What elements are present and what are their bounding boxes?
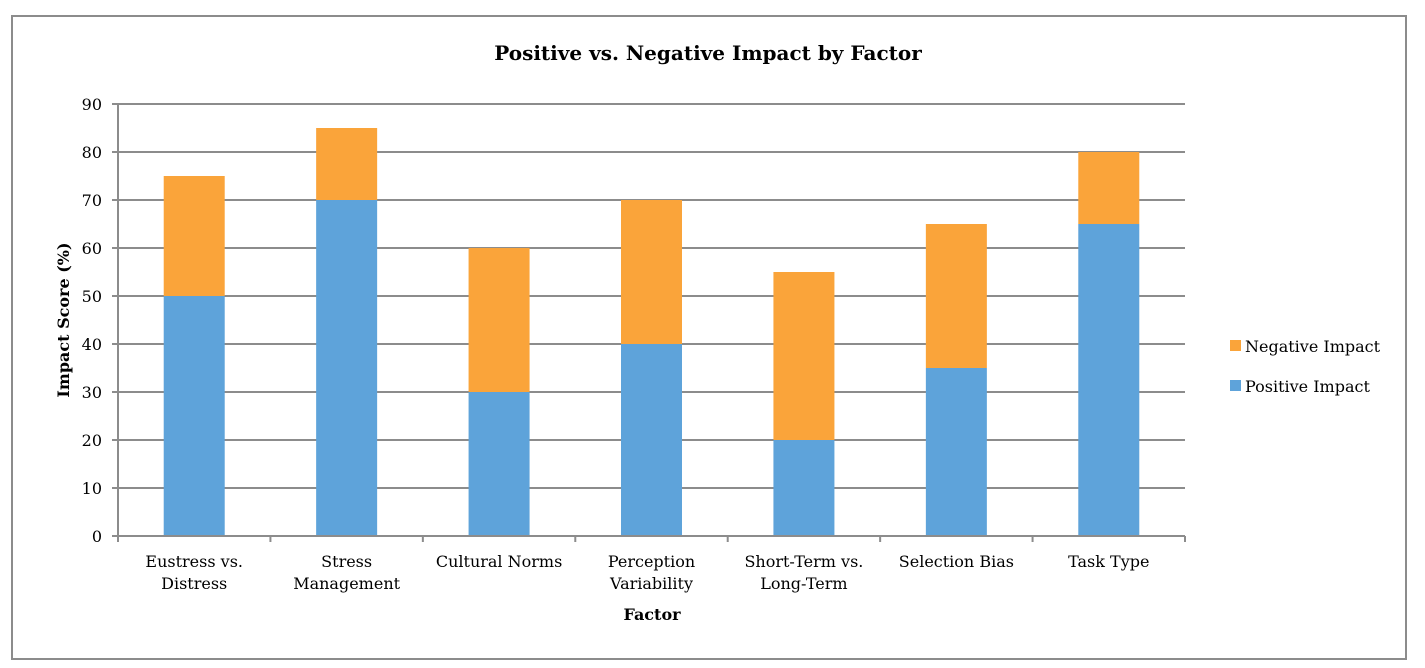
- bar-positive-impact: [468, 392, 530, 536]
- bars: [163, 128, 1140, 536]
- y-tick-label: 10: [82, 479, 102, 498]
- bar-positive-impact: [1078, 224, 1140, 536]
- bar-negative-impact: [468, 248, 530, 392]
- y-tick-label: 40: [82, 335, 102, 354]
- y-axis-title: Impact Score (%): [54, 242, 73, 397]
- y-tick-label: 90: [82, 95, 102, 114]
- x-tick-label: Long-Term: [760, 574, 847, 593]
- x-tick-label: Management: [293, 574, 400, 593]
- bar-positive-impact: [773, 440, 835, 536]
- y-tick-label: 50: [82, 287, 102, 306]
- x-tick-label: Eustress vs.: [145, 552, 243, 571]
- bar-negative-impact: [621, 200, 682, 344]
- legend: Negative Impact Positive Impact: [1230, 337, 1381, 396]
- x-tick-label: Variability: [609, 574, 693, 593]
- bar-negative-impact: [1078, 152, 1140, 224]
- bar-negative-impact: [163, 176, 225, 296]
- axes: [117, 104, 1186, 542]
- bar-positive-impact: [925, 368, 987, 536]
- bar-positive-impact: [316, 200, 378, 536]
- x-tick-label: Distress: [161, 574, 227, 593]
- x-tick-label: Stress: [321, 552, 372, 571]
- chart-frame: [11, 15, 1407, 660]
- chart-title: Positive vs. Negative Impact by Factor: [494, 41, 922, 65]
- y-tick-label: 70: [82, 191, 102, 210]
- y-tick-label: 20: [82, 431, 102, 450]
- x-tick-label: Cultural Norms: [436, 552, 562, 571]
- y-tick-label: 80: [82, 143, 102, 162]
- bar-negative-impact: [925, 224, 987, 368]
- x-tick-label: Selection Bias: [899, 552, 1014, 571]
- y-tick-label: 30: [82, 383, 102, 402]
- x-tick-label: Short-Term vs.: [744, 552, 863, 571]
- bar-negative-impact: [773, 272, 835, 440]
- legend-label: Positive Impact: [1245, 377, 1370, 396]
- y-tick-label: 60: [82, 239, 102, 258]
- x-tick-label: Task Type: [1068, 552, 1149, 571]
- y-tick-labels: 0 10 20 30 40 50 60 70 80 90: [82, 95, 102, 546]
- x-tick-labels: Eustress vs. Distress Stress Management Cult…: [145, 552, 1149, 593]
- bar-positive-impact: [621, 344, 682, 536]
- legend-label: Negative Impact: [1245, 337, 1381, 356]
- x-tick-label: Perception: [608, 552, 695, 571]
- x-axis-title: Factor: [623, 605, 681, 624]
- y-tick-label: 0: [92, 527, 102, 546]
- bar-positive-impact: [163, 296, 225, 536]
- legend-swatch: [1230, 340, 1241, 351]
- bar-negative-impact: [316, 128, 378, 200]
- legend-swatch: [1230, 380, 1241, 391]
